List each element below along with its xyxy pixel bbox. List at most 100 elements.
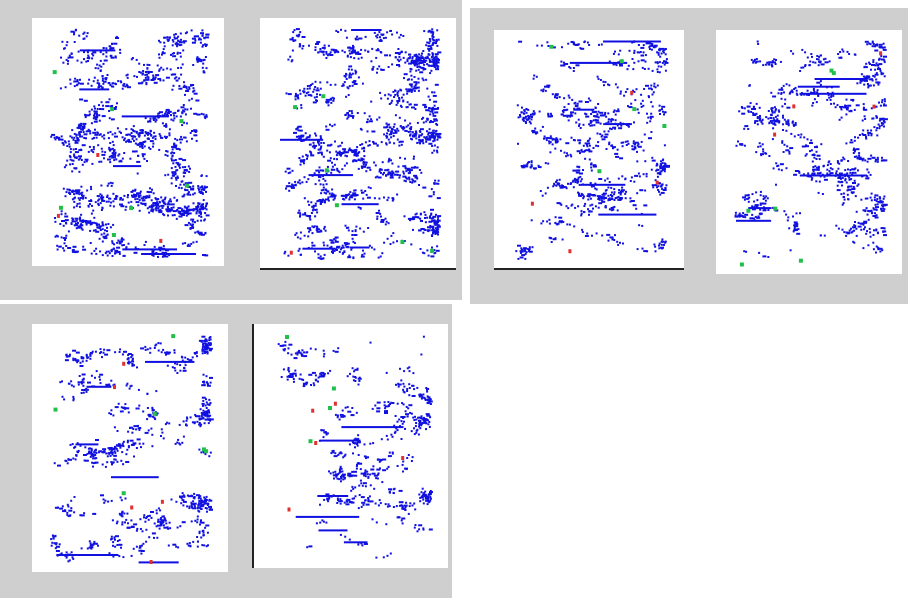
data-point — [185, 87, 188, 90]
data-point — [345, 73, 348, 76]
data-point — [422, 142, 425, 145]
data-point — [92, 465, 94, 468]
data-point — [107, 158, 111, 161]
data-point — [619, 64, 623, 67]
data-point — [641, 66, 644, 69]
data-point — [780, 97, 783, 100]
data-point — [798, 170, 801, 173]
data-point — [656, 68, 659, 71]
data-point — [592, 147, 595, 149]
data-point — [312, 208, 315, 211]
data-point — [191, 137, 193, 140]
data-point — [193, 192, 196, 195]
data-point — [106, 233, 109, 236]
data-point — [180, 66, 183, 69]
data-point — [69, 56, 74, 59]
data-point — [378, 209, 380, 212]
data-point — [415, 58, 418, 61]
data-point — [618, 189, 621, 191]
data-point — [398, 60, 401, 63]
data-point — [325, 57, 328, 59]
data-point — [92, 148, 95, 151]
data-point — [322, 188, 325, 191]
data-point — [762, 209, 767, 212]
data-point — [78, 193, 81, 196]
data-point — [145, 78, 150, 81]
data-point — [434, 223, 437, 226]
data-point — [327, 196, 330, 199]
data-point — [73, 136, 76, 139]
data-point — [98, 198, 101, 201]
data-point — [121, 451, 124, 454]
data-point — [429, 59, 431, 62]
data-point — [319, 183, 322, 186]
data-point — [85, 220, 88, 223]
data-point — [69, 514, 72, 517]
data-point — [426, 63, 429, 66]
data-point — [182, 109, 185, 112]
data-point — [65, 164, 68, 167]
data-point — [521, 166, 526, 169]
data-point — [544, 192, 547, 195]
data-point — [331, 250, 333, 253]
data-point — [620, 141, 623, 144]
data-point — [101, 254, 104, 257]
data-point — [184, 182, 189, 185]
data-point — [430, 255, 435, 258]
data-point — [618, 127, 623, 130]
data-point — [179, 525, 182, 528]
data-point — [319, 87, 322, 90]
data-point — [314, 80, 317, 83]
data-point — [433, 149, 436, 152]
data-point — [311, 145, 316, 148]
data-point — [413, 103, 418, 106]
data-point — [631, 58, 634, 60]
data-point — [107, 500, 110, 503]
data-point — [575, 171, 580, 174]
data-point — [172, 84, 175, 87]
data-point — [410, 126, 413, 129]
data-point — [437, 65, 440, 68]
data-point — [519, 114, 521, 116]
data-point — [737, 140, 739, 143]
plot-area-1 — [32, 18, 224, 266]
trajectory-segment — [569, 61, 628, 64]
data-point — [204, 212, 207, 214]
data-point — [806, 89, 809, 92]
data-point — [171, 44, 174, 47]
data-point — [166, 113, 168, 116]
data-point — [362, 230, 365, 233]
data-point — [112, 414, 115, 417]
data-point — [171, 39, 174, 41]
data-point — [167, 214, 169, 217]
data-point — [165, 137, 168, 139]
data-point — [561, 184, 563, 187]
data-point — [398, 116, 401, 119]
data-point — [752, 112, 755, 115]
data-point — [636, 51, 639, 54]
data-point — [570, 111, 574, 114]
data-point — [205, 208, 208, 211]
data-point — [405, 170, 408, 173]
data-point — [562, 61, 565, 64]
data-point — [418, 65, 421, 68]
data-point — [174, 165, 177, 168]
data-point — [94, 229, 97, 232]
data-point — [361, 165, 366, 168]
data-point — [650, 48, 653, 51]
data-point — [289, 171, 292, 174]
data-point — [177, 39, 180, 42]
data-point — [868, 227, 871, 230]
data-point — [788, 84, 791, 87]
data-point — [161, 53, 163, 56]
data-point — [526, 248, 531, 251]
data-point — [71, 190, 74, 193]
data-point — [191, 421, 196, 424]
data-point — [110, 154, 113, 157]
data-point — [96, 63, 99, 66]
data-point — [397, 90, 400, 93]
data-point — [865, 207, 868, 210]
data-point — [74, 458, 77, 461]
data-point — [415, 137, 418, 140]
data-point — [72, 190, 77, 193]
